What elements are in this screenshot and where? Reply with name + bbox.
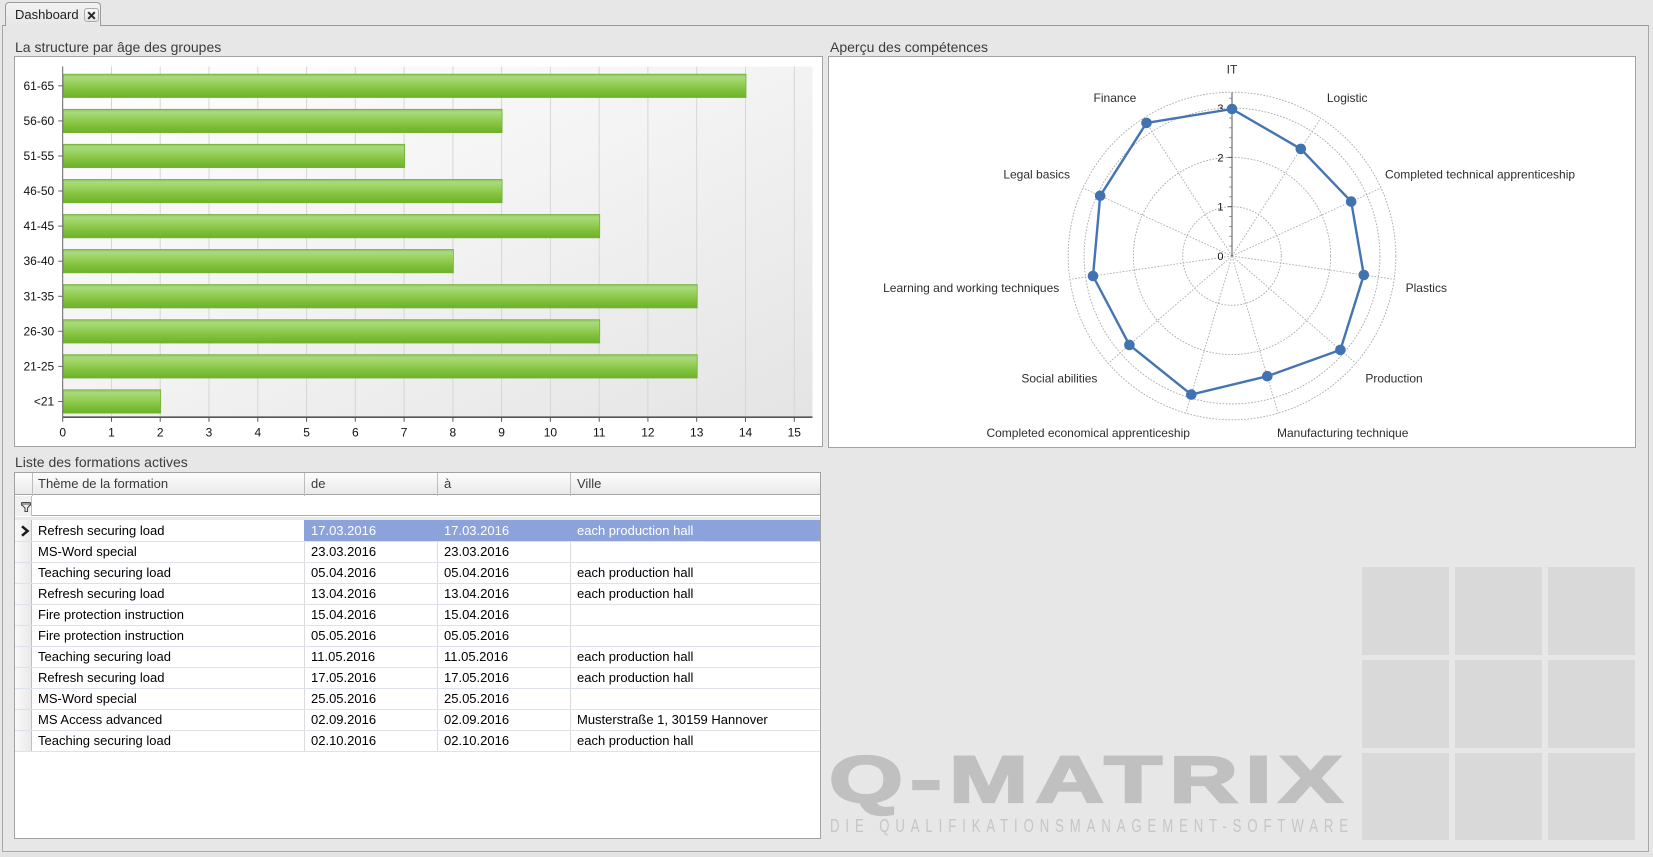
svg-text:Finance: Finance bbox=[1094, 91, 1137, 105]
svg-text:9: 9 bbox=[498, 426, 505, 440]
svg-text:Manufacturing technique: Manufacturing technique bbox=[1277, 426, 1409, 440]
svg-text:2: 2 bbox=[157, 426, 164, 440]
svg-text:12: 12 bbox=[641, 426, 655, 440]
svg-text:0: 0 bbox=[1217, 251, 1223, 263]
svg-text:26-30: 26-30 bbox=[23, 324, 54, 338]
svg-text:<21: <21 bbox=[34, 395, 55, 409]
svg-text:56-60: 56-60 bbox=[23, 114, 54, 128]
svg-text:13: 13 bbox=[690, 426, 704, 440]
svg-text:10: 10 bbox=[544, 426, 558, 440]
svg-text:Completed technical apprentice: Completed technical apprenticeship bbox=[1385, 168, 1575, 182]
svg-text:4: 4 bbox=[254, 426, 261, 440]
svg-text:1: 1 bbox=[108, 426, 115, 440]
svg-text:5: 5 bbox=[303, 426, 310, 440]
svg-text:14: 14 bbox=[739, 426, 753, 440]
svg-text:Legal basics: Legal basics bbox=[1003, 168, 1070, 182]
svg-text:7: 7 bbox=[401, 426, 408, 440]
svg-text:Plastics: Plastics bbox=[1406, 281, 1447, 295]
svg-text:Learning and working technique: Learning and working techniques bbox=[883, 281, 1059, 295]
svg-text:8: 8 bbox=[450, 426, 457, 440]
svg-text:Completed economical apprentic: Completed economical apprenticeship bbox=[986, 426, 1190, 440]
svg-text:Social abilities: Social abilities bbox=[1021, 371, 1097, 385]
svg-text:11: 11 bbox=[593, 426, 606, 440]
svg-text:61-65: 61-65 bbox=[23, 79, 54, 93]
svg-text:Logistic: Logistic bbox=[1327, 91, 1368, 105]
svg-text:31-35: 31-35 bbox=[23, 289, 54, 303]
svg-text:2: 2 bbox=[1217, 152, 1223, 164]
svg-text:36-40: 36-40 bbox=[23, 254, 54, 268]
svg-text:1: 1 bbox=[1217, 202, 1223, 214]
svg-text:3: 3 bbox=[206, 426, 213, 440]
svg-text:6: 6 bbox=[352, 426, 359, 440]
svg-text:15: 15 bbox=[788, 426, 802, 440]
svg-text:51-55: 51-55 bbox=[23, 149, 54, 163]
svg-text:3: 3 bbox=[1217, 103, 1223, 115]
svg-text:0: 0 bbox=[59, 426, 66, 440]
svg-text:41-45: 41-45 bbox=[23, 219, 54, 233]
svg-text:IT: IT bbox=[1227, 62, 1238, 76]
svg-text:21-25: 21-25 bbox=[23, 359, 54, 373]
svg-text:46-50: 46-50 bbox=[23, 184, 54, 198]
svg-text:Production: Production bbox=[1365, 371, 1422, 385]
